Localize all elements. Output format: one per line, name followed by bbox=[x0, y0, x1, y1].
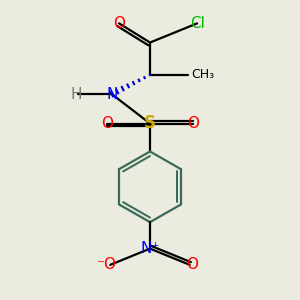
Text: ⁻O: ⁻O bbox=[97, 257, 117, 272]
Text: N: N bbox=[106, 87, 117, 102]
Text: N⁺: N⁺ bbox=[140, 241, 160, 256]
Text: S: S bbox=[144, 115, 156, 133]
Text: O: O bbox=[113, 16, 125, 31]
Text: O: O bbox=[101, 116, 113, 131]
Text: O: O bbox=[186, 257, 198, 272]
Text: CH₃: CH₃ bbox=[191, 68, 214, 81]
Text: O: O bbox=[187, 116, 199, 131]
Text: H: H bbox=[70, 87, 82, 102]
Text: Cl: Cl bbox=[190, 16, 205, 31]
